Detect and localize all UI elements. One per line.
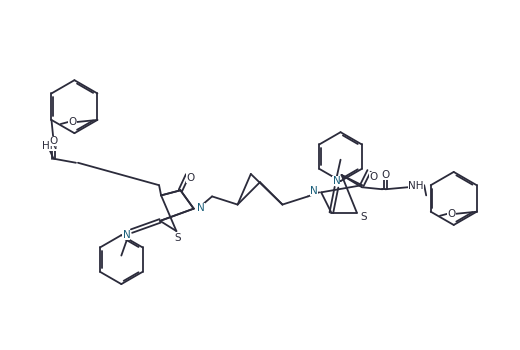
Text: NH: NH [408,181,424,191]
Text: HN: HN [42,141,57,151]
Text: O: O [68,117,76,127]
Text: N: N [310,186,318,196]
Text: O: O [369,172,378,182]
Text: N: N [197,203,205,213]
Text: S: S [174,233,181,243]
Text: O: O [448,209,456,219]
Text: N: N [123,230,131,240]
Text: O: O [381,170,389,180]
Text: N: N [333,176,341,186]
Text: S: S [361,212,367,222]
Text: O: O [49,136,58,146]
Text: O: O [187,173,195,183]
